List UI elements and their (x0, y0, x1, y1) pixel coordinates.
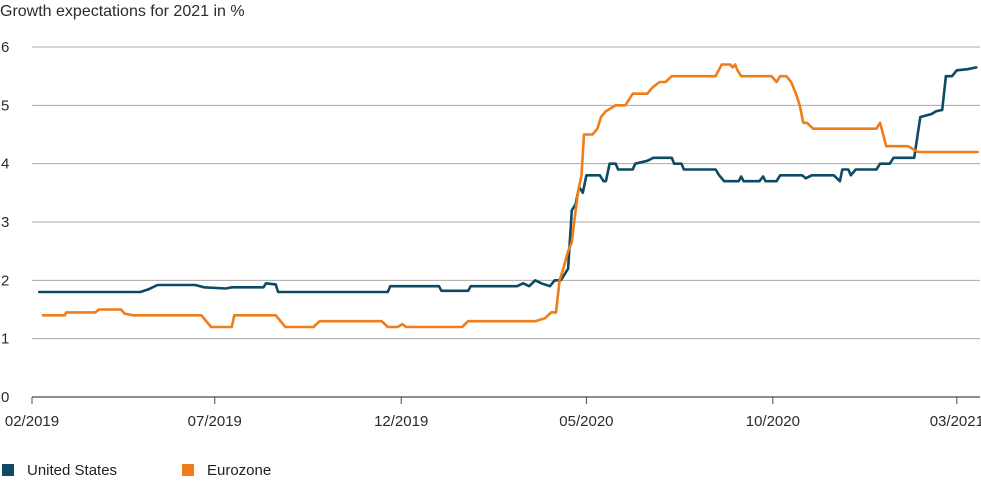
y-tick-label-6: 6 (1, 39, 9, 56)
legend-item-united-states: United States (2, 462, 182, 479)
y-tick-label-4: 4 (1, 156, 9, 173)
y-tick-label-0: 0 (1, 389, 9, 406)
x-tick-label-4: 10/2020 (746, 413, 800, 430)
series-line-eurozone (41, 63, 979, 329)
y-tick-label-2: 2 (1, 272, 9, 289)
x-tick-label-3: 05/2020 (559, 413, 613, 430)
y-tick-label-5: 5 (1, 97, 9, 114)
x-tick-label-2: 12/2019 (374, 413, 428, 430)
legend-item-eurozone: Eurozone (182, 462, 362, 479)
series-lines (38, 63, 979, 329)
y-tick-label-3: 3 (1, 214, 9, 231)
gridlines (32, 46, 980, 340)
x-tick-label-5: 03/2021 (930, 413, 981, 430)
chart-title: Growth expectations for 2021 in % (0, 3, 245, 20)
series-line-united-states (38, 66, 978, 294)
legend-swatch-eurozone (182, 464, 194, 476)
y-axis-tick-labels: 0 1 2 3 4 5 6 (1, 39, 9, 406)
x-tick-label-0: 02/2019 (5, 413, 59, 430)
x-axis (31, 396, 980, 404)
x-axis-tick-labels: 02/2019 07/2019 12/2019 05/2020 10/2020 03/20… (5, 413, 981, 430)
legend-label-eurozone: Eurozone (207, 461, 272, 479)
legend: United States Eurozone (2, 461, 362, 479)
legend-label-united-states: United States (27, 461, 118, 479)
y-tick-label-1: 1 (1, 331, 9, 348)
legend-swatch-united-states (2, 464, 14, 476)
x-tick-label-1: 07/2019 (188, 413, 242, 430)
